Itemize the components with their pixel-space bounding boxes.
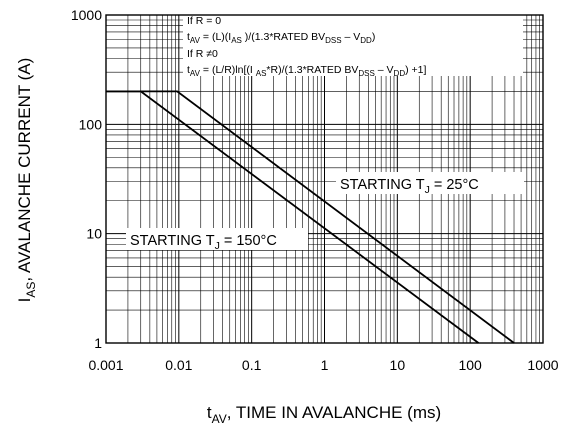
y-tick-labels: 1000 100 10 1 bbox=[71, 7, 102, 351]
x-axis-label: tAV, TIME IN AVALANCHE (ms) bbox=[207, 403, 441, 426]
note-line-2: tAV = (L)(IAS )/(1.3*RATED BVDSS – VDD) bbox=[187, 31, 375, 45]
x-tick-label: 100 bbox=[458, 357, 482, 373]
note-line-1: If R = 0 bbox=[187, 15, 221, 27]
annotation-25c: STARTING TJ = 25°C bbox=[340, 177, 479, 196]
y-tick-label: 1 bbox=[94, 335, 102, 351]
y-tick-label: 100 bbox=[79, 116, 103, 132]
x-tick-label: 1 bbox=[321, 357, 329, 373]
plot-frame bbox=[105, 14, 544, 344]
annotation-25c-box bbox=[336, 172, 524, 194]
x-tick-label: 0.001 bbox=[88, 357, 123, 373]
x-tick-label: 0.1 bbox=[242, 357, 262, 373]
annotation-150c-box bbox=[126, 228, 308, 250]
note-line-3: If R ≠0 bbox=[187, 48, 218, 60]
y-tick-label: 1000 bbox=[71, 7, 102, 23]
x-tick-labels: 0.001 0.01 0.1 1 10 100 1000 bbox=[88, 357, 558, 373]
y-tick-label: 10 bbox=[86, 226, 102, 242]
note-line-4: tAV = (L/R)ln[(I AS*R)/(1.3*RATED BVDSS … bbox=[187, 64, 426, 78]
x-tick-label: 10 bbox=[390, 357, 406, 373]
annotation-150c: STARTING TJ = 150°C bbox=[130, 233, 277, 252]
series-line-2 bbox=[106, 90, 480, 344]
x-tick-label: 0.01 bbox=[165, 357, 192, 373]
notes-box bbox=[183, 13, 523, 76]
series-layer bbox=[106, 90, 515, 344]
y-axis-label: IAS, AVALANCHE CURRENT (A) bbox=[15, 58, 38, 303]
x-tick-label: 1000 bbox=[527, 357, 558, 373]
